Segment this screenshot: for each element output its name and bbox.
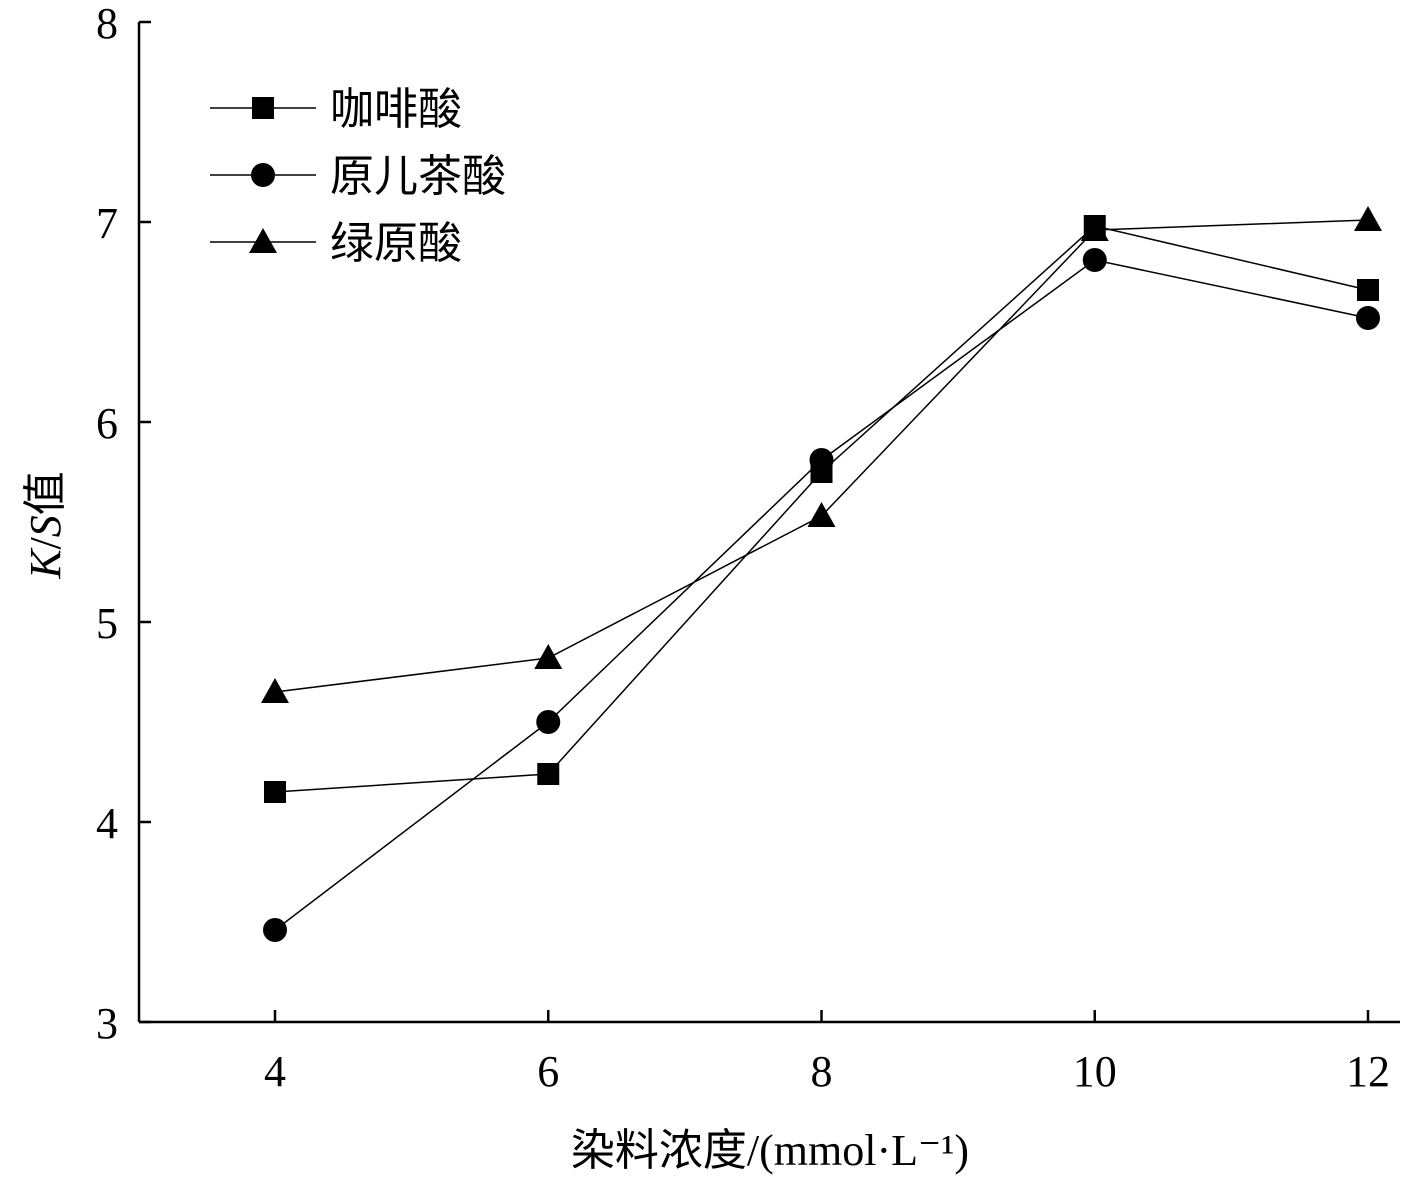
series-line: [274, 259, 1369, 931]
y-tick-label: 8: [96, 0, 118, 48]
x-tick-label: 4: [264, 1047, 286, 1096]
data-point-circle: [809, 448, 834, 472]
y-tick-label: 7: [96, 199, 118, 248]
y-tick-label: 6: [96, 399, 118, 448]
data-point-square: [1357, 279, 1379, 301]
legend-marker-square: [252, 97, 274, 119]
y-axis-title: K/S值: [21, 471, 70, 580]
data-point-circle: [536, 710, 561, 734]
data-point-circle: [263, 918, 287, 942]
x-axis-title: 染料浓度/(mmol·L⁻¹): [571, 1126, 969, 1175]
legend-marker-triangle: [249, 228, 277, 253]
data-point-circle: [1082, 248, 1107, 272]
x-tick-label: 6: [537, 1047, 559, 1096]
data-point-triangle: [534, 644, 563, 669]
legend-label: 原儿茶酸: [330, 152, 506, 201]
y-axis-title-k: K: [21, 547, 70, 580]
y-axis-title-s: S: [21, 515, 70, 537]
data-point-square: [264, 781, 286, 803]
data-point-triangle: [1080, 216, 1109, 241]
legend-marker-circle: [251, 163, 275, 187]
data-point-triangle: [807, 502, 836, 527]
x-tick-label: 12: [1346, 1047, 1390, 1096]
data-point-square: [537, 763, 560, 785]
y-tick-label: 3: [96, 999, 118, 1048]
x-tick-label: 8: [811, 1047, 833, 1096]
y-axis-title-slash: /: [21, 536, 70, 549]
series-triangle: [261, 206, 1382, 703]
data-point-circle: [1356, 306, 1380, 330]
y-axis-title-suffix: 值: [21, 471, 70, 515]
data-point-triangle: [1354, 206, 1382, 231]
y-tick-label: 5: [96, 599, 118, 648]
x-tick-label: 10: [1073, 1047, 1117, 1096]
series-circle: [263, 248, 1380, 942]
legend-label: 绿原酸: [330, 219, 462, 268]
axes: [137, 22, 1400, 1024]
legend-label: 咖啡酸: [330, 85, 462, 134]
y-tick-label: 4: [96, 799, 118, 848]
data-point-triangle: [261, 678, 289, 703]
